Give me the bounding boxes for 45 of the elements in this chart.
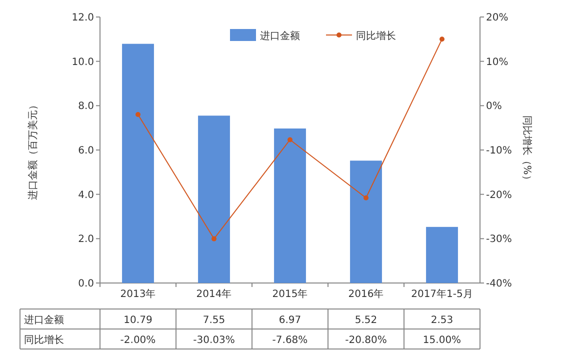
bar: [426, 226, 458, 283]
y2-tick-label: 10%: [486, 56, 508, 68]
x-tick-label: 2015年: [272, 288, 308, 300]
y2-tick-label: -30%: [486, 234, 512, 246]
bar: [274, 128, 306, 283]
data-label: 7.55: [202, 315, 226, 326]
bar: [350, 160, 382, 283]
legend-label: 同比增长: [356, 30, 396, 42]
y-tick-label: 10.0: [72, 56, 94, 68]
y2-tick-label: 20%: [486, 12, 508, 24]
point: [136, 112, 140, 118]
data-label: 2.53: [430, 315, 454, 326]
point: [440, 36, 444, 42]
y-tick-label: 4.0: [78, 190, 94, 201]
y2-tick-label: -10%: [486, 146, 512, 156]
text: 进口金额: [24, 315, 64, 326]
x-tick-label: 2013年: [120, 288, 156, 300]
data-label: -7.68%: [272, 335, 308, 346]
y-tick-label: 0.0: [78, 278, 94, 290]
data-label: -30.03%: [193, 335, 235, 346]
x-tick-label: 2016年: [348, 288, 384, 300]
data-label: 15.00%: [422, 335, 462, 346]
x-tick-label: 2017年1-5月: [411, 288, 473, 300]
data-label: 5.52: [354, 315, 378, 326]
x-tick-label: 2014年: [196, 288, 232, 300]
data-label: 10.79: [124, 315, 152, 326]
bar: [122, 44, 154, 283]
point: [288, 137, 292, 142]
bar: [198, 116, 230, 283]
y2-tick-label: 0%: [486, 101, 502, 112]
y2-tick-label: -40%: [486, 278, 512, 290]
y2-axis-title: 同比增长（%）: [521, 115, 533, 185]
y-tick-label: 6.0: [78, 146, 94, 156]
data-label: 6.97: [278, 315, 302, 326]
y-axis-title: 进口金额（百万美元）: [27, 100, 39, 200]
point: [364, 195, 368, 200]
data-label: -2.00%: [120, 335, 156, 346]
legend-label: 进口金额: [260, 30, 300, 42]
y-tick-label: 2.0: [78, 234, 94, 246]
text: 同比增长: [24, 335, 64, 346]
data-label: -20.80%: [345, 335, 387, 346]
y-tick-label: 12.0: [72, 12, 94, 24]
y-tick-label: 8.0: [78, 101, 94, 112]
point: [212, 236, 216, 242]
y2-tick-label: -20%: [486, 190, 512, 201]
